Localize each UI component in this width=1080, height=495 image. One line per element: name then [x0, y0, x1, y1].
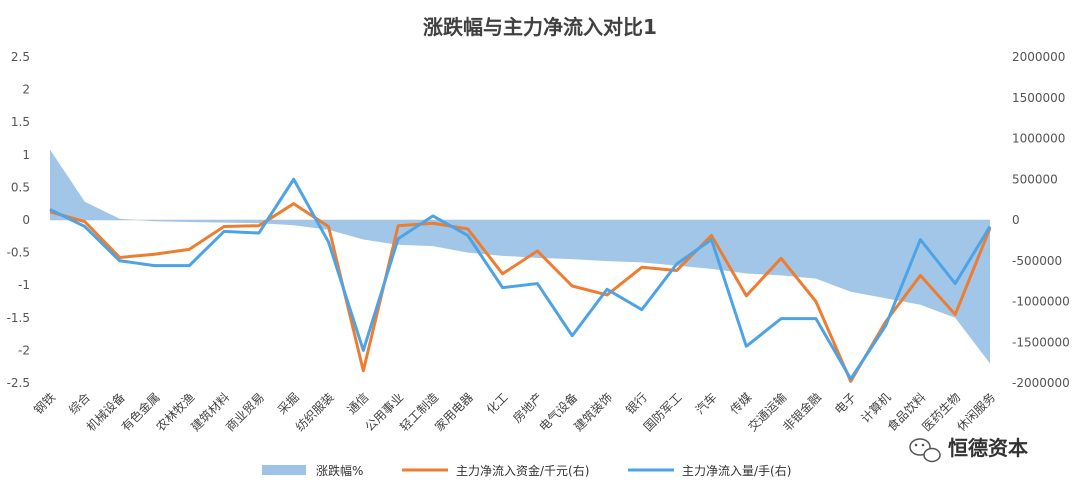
x-tick-label: 汽车 [692, 390, 720, 418]
watermark-text: 恒德资本 [948, 436, 1028, 460]
right-tick-label: -1000000 [1012, 295, 1070, 309]
x-tick-label: 钢铁 [31, 390, 58, 417]
x-tick-label: 休闲服务 [954, 390, 999, 435]
right-tick-label: 1500000 [1012, 91, 1065, 105]
left-tick-label: 2 [22, 83, 30, 97]
line-series [49, 177, 992, 383]
right-tick-label: -500000 [1012, 254, 1062, 268]
volume-inflow-line [49, 177, 992, 381]
x-tick-label: 通信 [345, 390, 372, 417]
legend-label-fund: 主力净流入资金/千元(右) [456, 463, 589, 478]
left-tick-label: -1.5 [7, 311, 30, 325]
x-tick-label: 非银金融 [779, 390, 824, 435]
right-tick-label: 500000 [1012, 172, 1058, 186]
left-axis-ticks: 2.5 2 1.5 1 0.5 0 -0.5 -1 -1.5 -2 -2.5 [7, 50, 30, 390]
left-tick-label: 0.5 [11, 180, 30, 194]
area-series [50, 149, 990, 364]
left-tick-label: 2.5 [11, 50, 30, 64]
x-tick-label: 银行 [623, 390, 650, 417]
legend-label-area: 涨跌幅% [316, 463, 363, 478]
right-tick-label: -2000000 [1012, 376, 1070, 390]
x-tick-label: 商业贸易 [222, 390, 267, 435]
left-tick-label: -0.5 [7, 246, 30, 260]
right-tick-label: -1500000 [1012, 335, 1070, 349]
chart-title: 涨跌幅与主力净流入对比1 [423, 15, 657, 39]
left-tick-label: 0 [22, 213, 30, 227]
x-tick-label: 纺织服装 [293, 390, 337, 434]
left-tick-label: -2 [18, 343, 30, 357]
area-series-fill [50, 149, 990, 364]
left-tick-label: -2.5 [7, 376, 30, 390]
x-tick-label: 建筑装饰 [571, 390, 616, 435]
right-tick-label: 2000000 [1012, 50, 1065, 64]
x-tick-label: 综合 [65, 390, 93, 418]
legend-swatch-area [262, 465, 306, 475]
left-tick-label: 1.5 [11, 115, 30, 129]
left-tick-label: 1 [22, 148, 30, 162]
right-axis-ticks: 2000000 1500000 1000000 500000 0 -500000 -1000… [1012, 50, 1070, 390]
watermark: 恒德资本 [909, 436, 1028, 463]
x-tick-label: 化工 [484, 390, 511, 417]
x-tick-label: 家用电器 [431, 390, 476, 435]
wechat-icon [909, 438, 941, 463]
legend: 涨跌幅% 主力净流入资金/千元(右) 主力净流入量/手(右) [262, 463, 791, 478]
x-tick-label: 传媒 [727, 390, 755, 418]
x-tick-label: 采掘 [274, 390, 302, 418]
legend-label-volume: 主力净流入量/手(右) [682, 463, 791, 478]
right-tick-label: 1000000 [1012, 132, 1065, 146]
left-tick-label: -1 [18, 278, 30, 292]
fund-inflow-line [49, 202, 992, 383]
x-tick-label: 国防军工 [640, 390, 685, 435]
right-tick-label: 0 [1012, 213, 1020, 227]
x-tick-label: 电子 [832, 390, 859, 417]
